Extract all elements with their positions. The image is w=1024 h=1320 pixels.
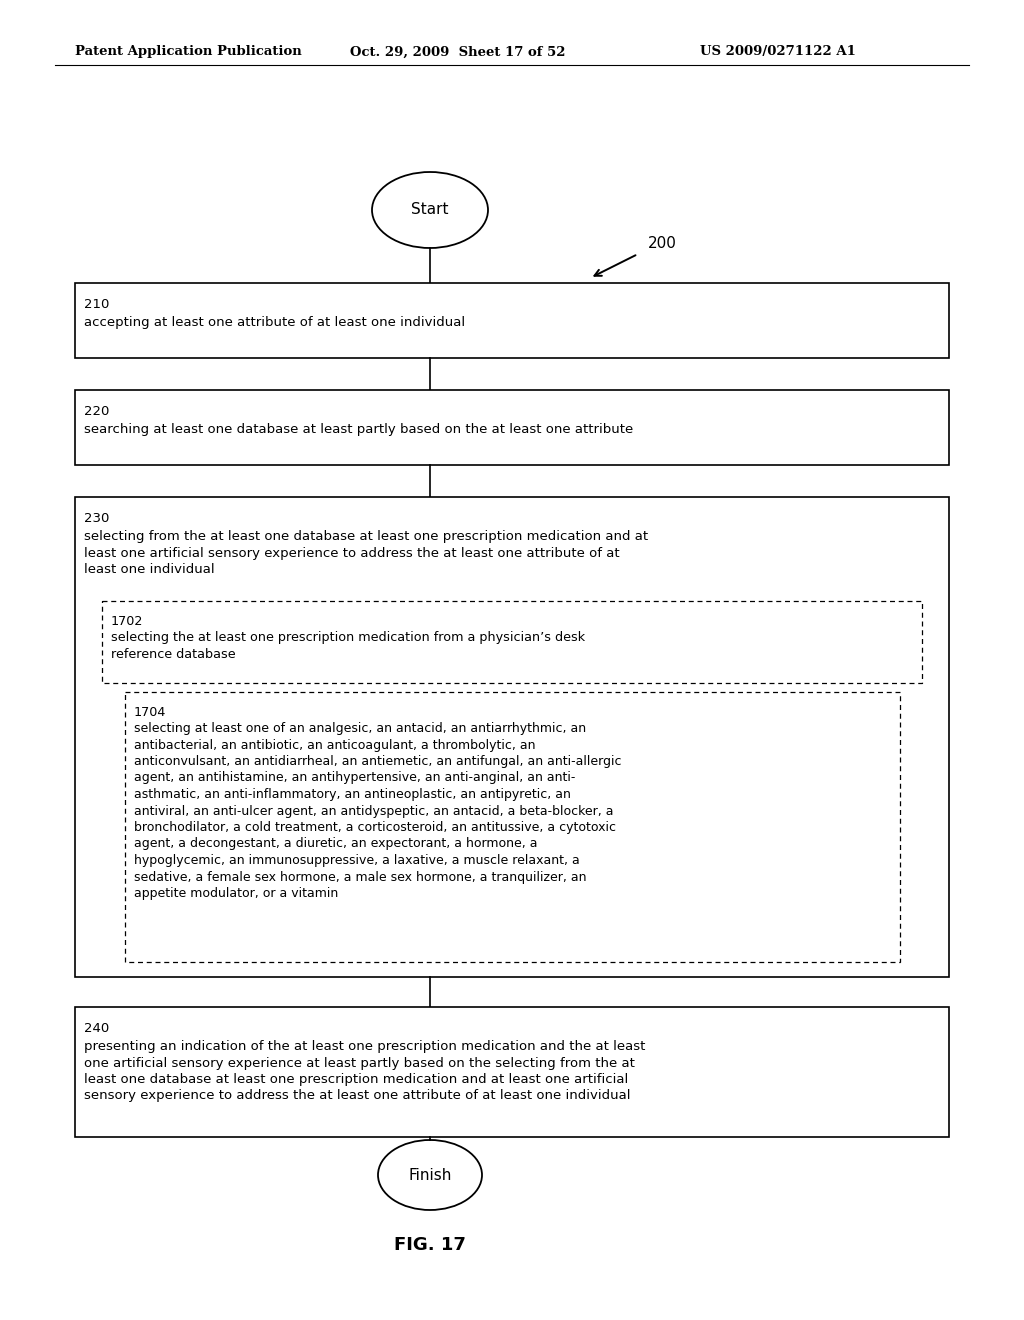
Text: Oct. 29, 2009  Sheet 17 of 52: Oct. 29, 2009 Sheet 17 of 52 <box>350 45 565 58</box>
Text: 220: 220 <box>84 405 110 418</box>
Text: Finish: Finish <box>409 1167 452 1183</box>
Text: 230: 230 <box>84 512 110 525</box>
Text: 210: 210 <box>84 298 110 312</box>
Text: 1702: 1702 <box>111 615 143 628</box>
Text: accepting at least one attribute of at least one individual: accepting at least one attribute of at l… <box>84 315 465 329</box>
Text: FIG. 17: FIG. 17 <box>394 1236 466 1254</box>
Text: US 2009/0271122 A1: US 2009/0271122 A1 <box>700 45 856 58</box>
Text: selecting at least one of an analgesic, an antacid, an antiarrhythmic, an
antiba: selecting at least one of an analgesic, … <box>134 722 622 900</box>
Text: searching at least one database at least partly based on the at least one attrib: searching at least one database at least… <box>84 422 633 436</box>
Bar <box>75 498 949 977</box>
Text: Start: Start <box>412 202 449 218</box>
Text: selecting the at least one prescription medication from a physician’s desk
refer: selecting the at least one prescription … <box>111 631 585 660</box>
Bar <box>125 692 900 962</box>
Text: selecting from the at least one database at least one prescription medication an: selecting from the at least one database… <box>84 531 648 576</box>
Text: 240: 240 <box>84 1022 110 1035</box>
Bar <box>75 1007 949 1137</box>
Text: Patent Application Publication: Patent Application Publication <box>75 45 302 58</box>
Bar <box>75 282 949 358</box>
Bar <box>75 389 949 465</box>
Text: presenting an indication of the at least one prescription medication and the at : presenting an indication of the at least… <box>84 1040 645 1102</box>
Bar <box>102 601 922 682</box>
Text: 1704: 1704 <box>134 706 166 719</box>
Text: 200: 200 <box>648 235 677 251</box>
